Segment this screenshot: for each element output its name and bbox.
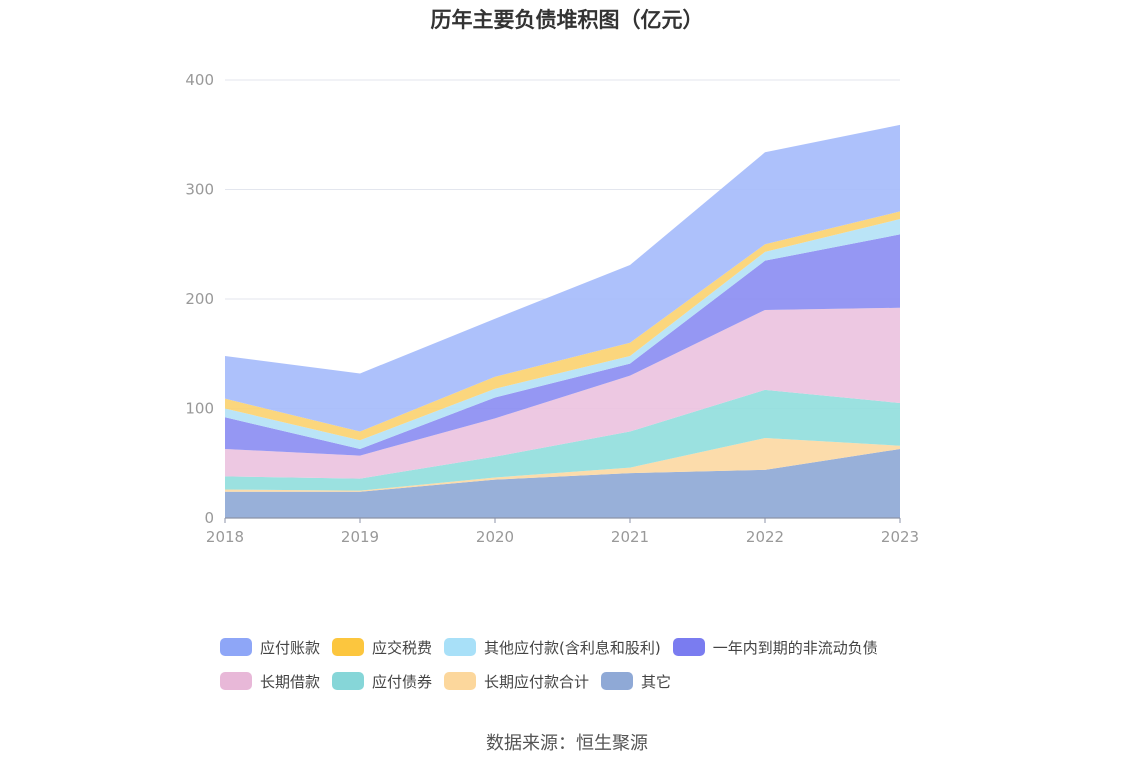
legend-item[interactable]: 应付账款 [220, 637, 320, 658]
legend-label: 长期借款 [260, 672, 321, 691]
legend-swatch [332, 672, 365, 690]
legend-swatch [672, 638, 705, 656]
legend-swatch [220, 672, 252, 690]
legend-label: 应交税费 [372, 638, 433, 657]
legend-label: 长期应付款合计 [484, 672, 590, 691]
legend-item[interactable]: 其它 [601, 671, 671, 692]
legend-item[interactable]: 其他应付款(含利息和股利) [444, 637, 661, 658]
area-series-band [225, 438, 900, 492]
area-series-band [225, 389, 900, 491]
legend-row-2: 长期借款 应付债券 长期应付款合计 其它 [220, 664, 940, 698]
x-tick-label: 2019 [341, 528, 379, 546]
source-note: 数据来源：恒生聚源 [486, 733, 648, 754]
legend-label: 一年内到期的非流动负债 [712, 638, 878, 657]
area-series-band [225, 449, 900, 518]
y-tick-label: 200 [185, 290, 214, 308]
legend-swatch [601, 672, 634, 690]
legend-item[interactable]: 长期应付款合计 [444, 671, 589, 692]
legend-swatch [220, 638, 252, 656]
area-series-band [225, 211, 900, 441]
area-series-band [225, 234, 900, 456]
legend-swatch [444, 638, 477, 656]
legend-item[interactable]: 应付债券 [332, 671, 432, 692]
area-series [225, 124, 900, 518]
legend-item[interactable]: 应交税费 [332, 637, 432, 658]
y-tick-label: 100 [185, 400, 214, 418]
area-series-band [225, 219, 900, 450]
y-tick-label: 400 [185, 71, 214, 89]
legend-item[interactable]: 长期借款 [220, 671, 320, 692]
x-tick-label: 2020 [476, 528, 514, 546]
x-tick-label: 2022 [746, 528, 784, 546]
x-tick-label: 2021 [611, 528, 649, 546]
axes: 0 100 200 300 400 2018 2019 2020 2021 2022 2023 [185, 71, 919, 546]
x-tick-label: 2023 [881, 528, 919, 546]
legend-swatch [332, 638, 365, 656]
y-tick-label: 0 [204, 509, 214, 527]
legend-label: 其他应付款(含利息和股利) [484, 638, 661, 657]
legend-label: 应付账款 [260, 638, 321, 657]
area-series-band [225, 124, 900, 432]
chart-title: 历年主要负债堆积图（亿元） [430, 8, 704, 32]
area-series-band [225, 307, 900, 479]
legend: 应付账款 应交税费 其他应付款(含利息和股利) 一年内到期的非流动负债 长期借款… [220, 630, 940, 698]
legend-label: 应付债券 [372, 672, 433, 691]
x-tick-label: 2018 [206, 528, 244, 546]
legend-row-1: 应付账款 应交税费 其他应付款(含利息和股利) 一年内到期的非流动负债 [220, 630, 940, 664]
legend-swatch [444, 672, 477, 690]
legend-item[interactable]: 一年内到期的非流动负债 [672, 637, 878, 658]
legend-label: 其它 [641, 672, 672, 691]
y-tick-label: 300 [185, 181, 214, 199]
